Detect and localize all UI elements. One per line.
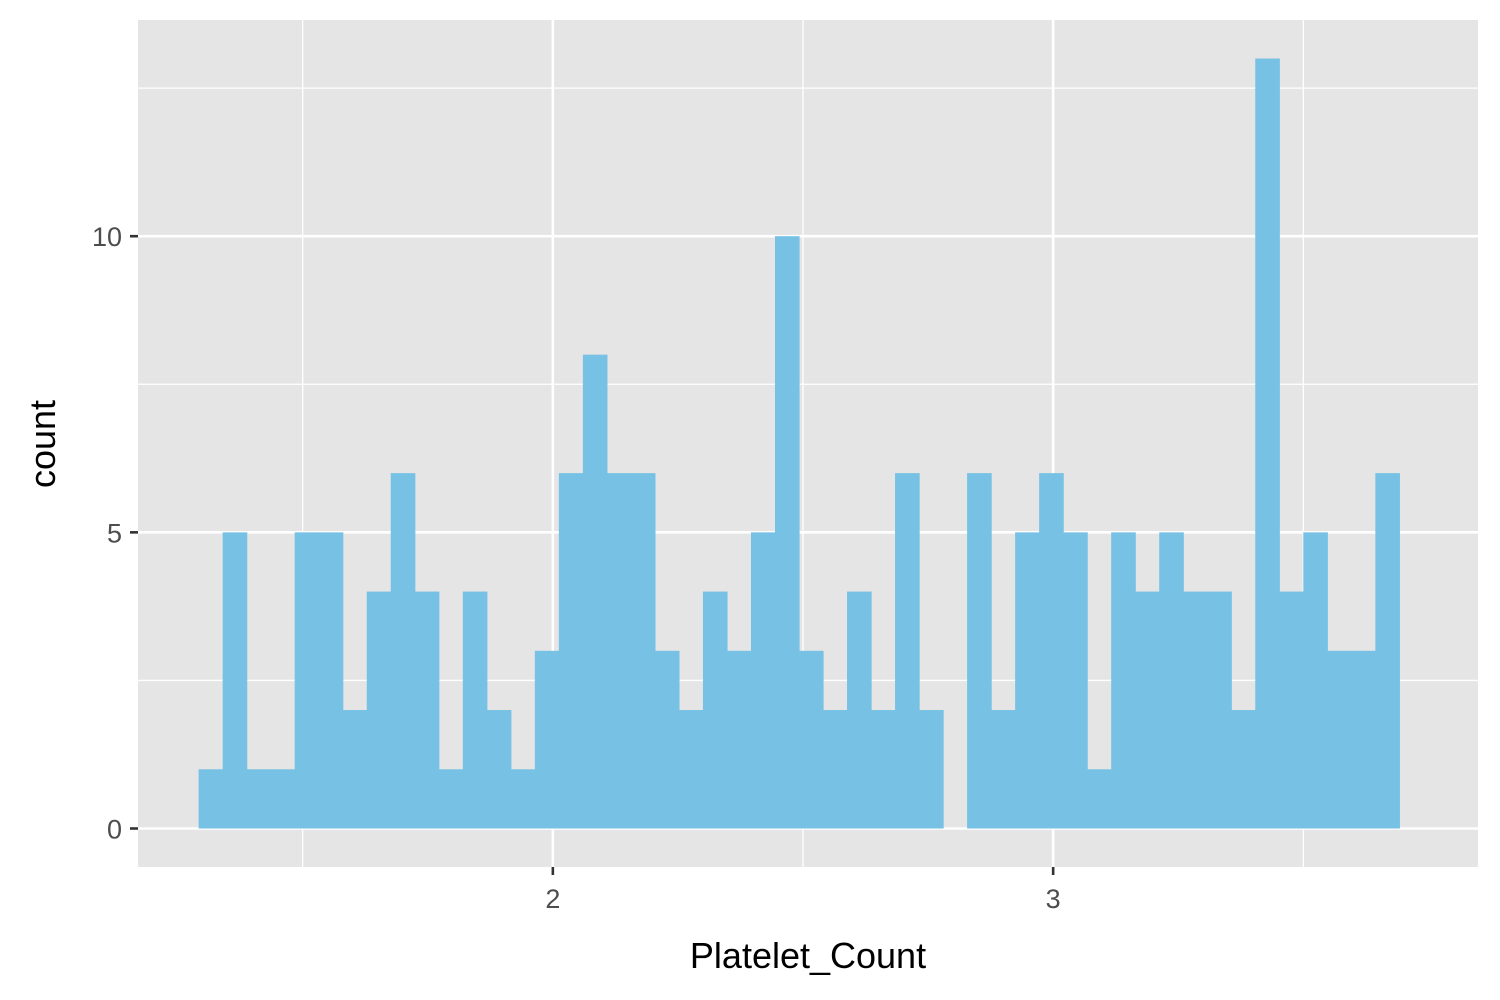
x-tick-label: 2 <box>545 884 560 914</box>
histogram-bar <box>270 769 296 829</box>
histogram-bar <box>294 532 320 829</box>
histogram-bar <box>606 473 632 829</box>
histogram-bar <box>1231 710 1256 829</box>
histogram-bar <box>534 650 560 829</box>
histogram-bar <box>414 591 440 829</box>
histogram-bar <box>1135 591 1160 829</box>
histogram-bar <box>1327 650 1352 829</box>
histogram-bar <box>1087 769 1112 829</box>
histogram-bar <box>366 591 392 829</box>
histogram-bar <box>654 650 680 829</box>
histogram-bar <box>967 473 992 829</box>
x-tick-label: 3 <box>1046 884 1061 914</box>
histogram-bar <box>1351 650 1376 829</box>
histogram-bar <box>390 473 416 829</box>
histogram-bar <box>991 710 1016 829</box>
histogram-bar <box>750 532 776 829</box>
histogram-bar <box>798 650 824 829</box>
histogram-bar <box>486 710 512 829</box>
histogram-bar <box>895 473 920 829</box>
histogram-bar <box>1063 532 1088 829</box>
histogram-bar <box>1159 532 1184 829</box>
histogram-bar <box>1279 591 1304 829</box>
histogram-bar <box>318 532 344 829</box>
histogram-bar <box>823 710 848 829</box>
y-tick-label: 5 <box>107 518 122 548</box>
y-axis-title: count <box>22 400 63 488</box>
histogram-bar <box>919 710 944 829</box>
histogram-bar <box>510 769 536 829</box>
histogram-bar <box>774 236 800 829</box>
histogram-bar <box>1111 532 1136 829</box>
histogram-bar <box>342 710 368 829</box>
histogram-bar <box>246 769 272 829</box>
histogram-bar <box>1207 591 1232 829</box>
x-axis-title: Platelet_Count <box>690 935 926 976</box>
histogram-bar <box>1303 532 1328 829</box>
histogram-bar <box>1039 473 1064 829</box>
histogram-bar <box>1015 532 1040 829</box>
histogram-bar <box>678 710 704 829</box>
histogram-bar <box>726 650 752 829</box>
y-tick-label: 10 <box>92 222 122 252</box>
histogram-bar <box>871 710 896 829</box>
y-tick-label: 0 <box>107 815 122 845</box>
histogram-bar <box>582 354 608 829</box>
histogram-bar <box>462 591 488 829</box>
histogram-bar <box>438 769 464 829</box>
y-axis-ticks: 0 5 10 <box>92 222 138 845</box>
histogram-bar <box>702 591 728 829</box>
histogram-bar <box>1255 58 1280 829</box>
histogram-bar <box>198 769 224 829</box>
histogram-bar <box>1375 473 1400 829</box>
histogram-bar <box>847 591 872 829</box>
histogram-bar <box>630 473 656 829</box>
histogram-bar <box>1183 591 1208 829</box>
histogram-bar <box>222 532 248 829</box>
histogram-bar <box>558 473 584 829</box>
histogram-bars <box>198 58 1400 829</box>
